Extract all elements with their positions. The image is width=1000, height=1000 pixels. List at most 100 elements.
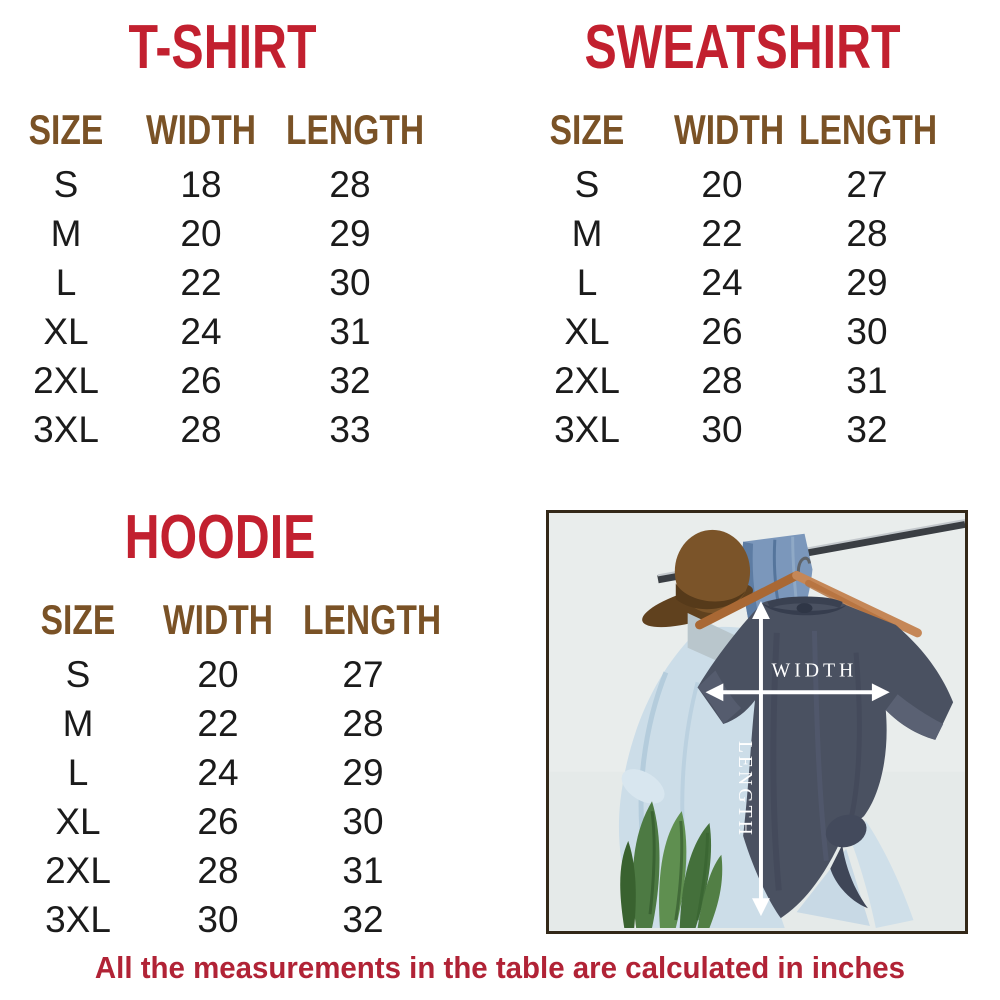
size-row: 2XL 28 31 — [8, 846, 438, 895]
tshirt-size-table: SIZE WIDTH LENGTH S 18 28 M 20 29 L 22 3… — [0, 106, 430, 454]
hoodie-header-row: SIZE WIDTH LENGTH — [8, 596, 442, 644]
size-row: M 22 28 — [8, 699, 438, 748]
length-arrow — [752, 601, 770, 917]
tshirt-rows: S 18 28 M 20 29 L 22 30 XL 24 31 2XL 26 … — [0, 160, 430, 454]
hoodie-title: HOODIE — [124, 503, 316, 572]
size-cell: XL — [55, 801, 101, 842]
size-row: S 20 27 — [512, 160, 952, 209]
width-cell: 22 — [701, 213, 743, 254]
width-cell: 28 — [701, 360, 743, 401]
sweatshirt-rows: S 20 27 M 22 28 L 24 29 XL 26 30 2XL 28 … — [512, 160, 952, 454]
width-cell: 26 — [197, 801, 239, 842]
length-cell: 27 — [846, 164, 888, 205]
column-header-width: WIDTH — [145, 106, 257, 153]
width-cell: 22 — [197, 703, 239, 744]
size-row: S 18 28 — [0, 160, 430, 209]
size-cell: L — [576, 262, 598, 303]
size-row: 2XL 26 32 — [0, 356, 430, 405]
size-cell: 2XL — [45, 850, 111, 891]
hat-icon — [642, 529, 753, 628]
length-cell: 29 — [329, 213, 371, 254]
length-cell: 28 — [846, 213, 888, 254]
width-cell: 28 — [197, 850, 239, 891]
tshirt-title: T-SHIRT — [128, 13, 317, 82]
hoodie-rows: S 20 27 M 22 28 L 24 29 XL 26 30 2XL 28 … — [8, 650, 438, 944]
column-header-size: SIZE — [549, 106, 625, 153]
length-cell: 28 — [342, 703, 384, 744]
size-row: L 24 29 — [512, 258, 952, 307]
column-header-length: LENGTH — [799, 106, 938, 153]
size-cell: S — [65, 654, 91, 695]
size-row: XL 26 30 — [512, 307, 952, 356]
size-cell: 3XL — [554, 409, 620, 450]
length-cell: 32 — [342, 899, 384, 940]
length-cell: 32 — [329, 360, 371, 401]
length-cell: 33 — [329, 409, 371, 450]
plant-icon — [620, 801, 723, 929]
size-row: 3XL 30 32 — [512, 405, 952, 454]
size-row: L 24 29 — [8, 748, 438, 797]
column-header-length: LENGTH — [303, 596, 442, 643]
width-cell: 24 — [180, 311, 222, 352]
measurement-photo: WIDTH LENGTH — [546, 510, 968, 934]
size-cell: L — [55, 262, 77, 303]
measurement-photo-graphic: WIDTH LENGTH — [549, 514, 965, 930]
size-cell: 3XL — [33, 409, 99, 450]
width-arrow — [705, 683, 890, 702]
width-cell: 24 — [701, 262, 743, 303]
width-cell: 26 — [180, 360, 222, 401]
length-cell: 30 — [342, 801, 384, 842]
width-label: WIDTH — [772, 659, 858, 681]
length-cell: 31 — [342, 850, 384, 891]
width-cell: 24 — [197, 752, 239, 793]
length-cell: 31 — [846, 360, 888, 401]
width-cell: 30 — [197, 899, 239, 940]
size-row: S 20 27 — [8, 650, 438, 699]
size-cell: 3XL — [45, 899, 111, 940]
footer-note: All the measurements in the table are ca… — [94, 950, 906, 985]
size-cell: M — [571, 213, 603, 254]
size-row: M 22 28 — [512, 209, 952, 258]
size-row: XL 26 30 — [8, 797, 438, 846]
width-cell: 22 — [180, 262, 222, 303]
size-cell: 2XL — [554, 360, 620, 401]
size-cell: 2XL — [33, 360, 99, 401]
width-cell: 20 — [701, 164, 743, 205]
width-cell: 18 — [180, 164, 222, 205]
length-cell: 29 — [846, 262, 888, 303]
column-header-size: SIZE — [40, 596, 116, 643]
sweatshirt-title: SWEATSHIRT — [584, 13, 901, 82]
column-header-width: WIDTH — [162, 596, 274, 643]
sweatshirt-size-table: SIZE WIDTH LENGTH S 20 27 M 22 28 L 24 2… — [512, 106, 952, 454]
width-cell: 20 — [180, 213, 222, 254]
length-cell: 28 — [329, 164, 371, 205]
column-header-length: LENGTH — [286, 106, 425, 153]
size-cell: S — [53, 164, 79, 205]
size-row: 2XL 28 31 — [512, 356, 952, 405]
length-label: LENGTH — [734, 741, 756, 838]
column-header-width: WIDTH — [674, 106, 785, 153]
length-cell: 30 — [846, 311, 888, 352]
column-header-size: SIZE — [28, 106, 104, 153]
size-cell: XL — [43, 311, 89, 352]
size-row: XL 24 31 — [0, 307, 430, 356]
length-cell: 32 — [846, 409, 888, 450]
length-cell: 27 — [342, 654, 384, 695]
width-cell: 26 — [701, 311, 743, 352]
size-cell: M — [50, 213, 82, 254]
width-cell: 20 — [197, 654, 239, 695]
hoodie-size-table: SIZE WIDTH LENGTH S 20 27 M 22 28 L 24 2… — [8, 596, 442, 944]
size-row: 3XL 30 32 — [8, 895, 438, 944]
length-cell: 30 — [329, 262, 371, 303]
size-cell: M — [62, 703, 94, 744]
size-cell: L — [67, 752, 89, 793]
size-row: M 20 29 — [0, 209, 430, 258]
size-row: 3XL 28 33 — [0, 405, 430, 454]
tshirt-header-row: SIZE WIDTH LENGTH — [0, 106, 430, 154]
size-cell: XL — [564, 311, 610, 352]
size-row: L 22 30 — [0, 258, 430, 307]
length-cell: 29 — [342, 752, 384, 793]
length-cell: 31 — [329, 311, 371, 352]
size-cell: S — [574, 164, 600, 205]
width-cell: 28 — [180, 409, 222, 450]
